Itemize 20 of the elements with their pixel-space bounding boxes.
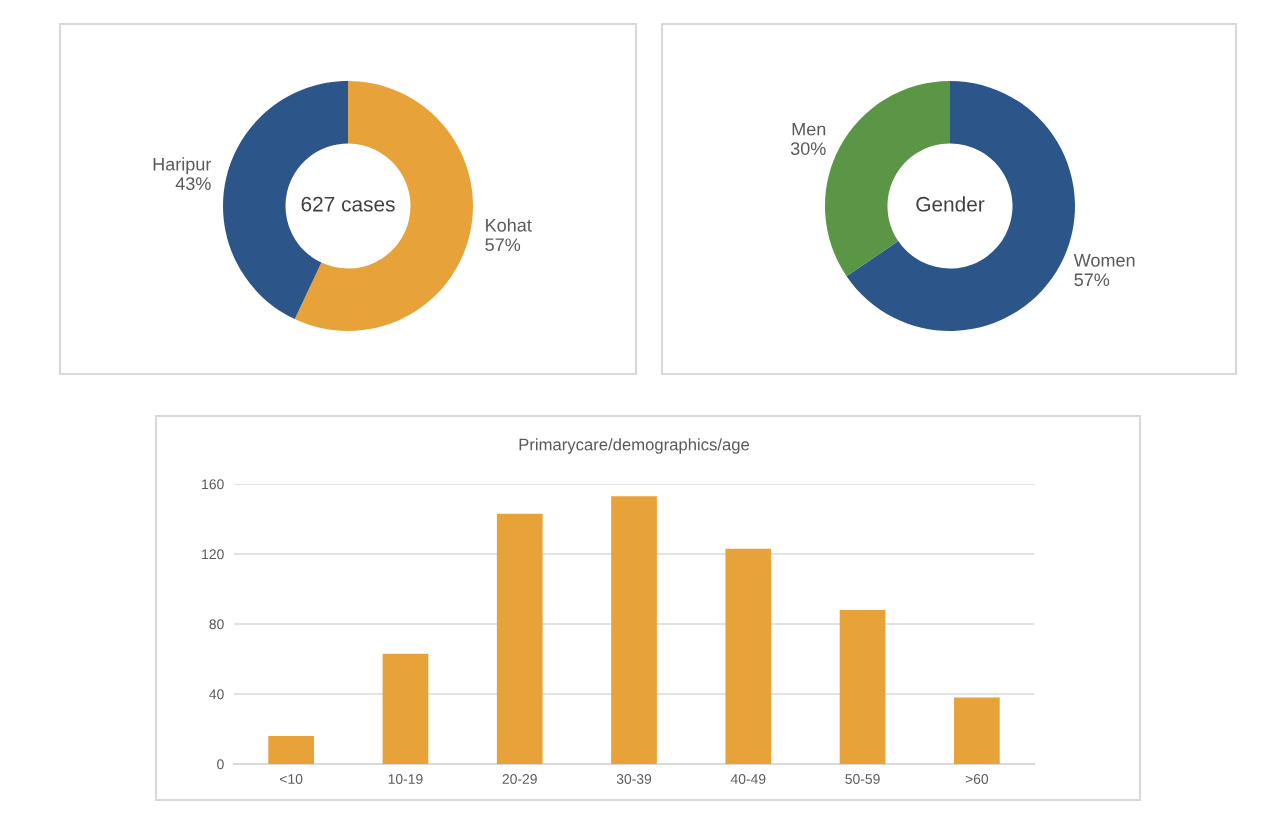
data-label: 57% — [485, 238, 521, 252]
bar — [268, 736, 314, 764]
slice-label: Haripur — [153, 157, 212, 175]
bar — [382, 653, 429, 764]
slice-label: Women — [1073, 254, 1135, 267]
chart-title: Primarycare/demographics/age — [519, 438, 750, 454]
text: 627 cases — [301, 196, 395, 212]
bar — [611, 496, 657, 764]
donut-slice — [846, 81, 1075, 331]
data-label: 43% — [175, 177, 211, 191]
slice-label: Men — [792, 122, 826, 136]
donut-slice — [294, 81, 473, 331]
bar — [496, 513, 543, 764]
bar — [954, 697, 1000, 764]
data-label: 57% — [1074, 273, 1110, 287]
slice-label: Kohat — [486, 218, 532, 232]
bar — [839, 610, 886, 764]
text: Gender — [916, 196, 985, 212]
data-label: 30% — [790, 142, 826, 155]
bar — [725, 548, 772, 764]
